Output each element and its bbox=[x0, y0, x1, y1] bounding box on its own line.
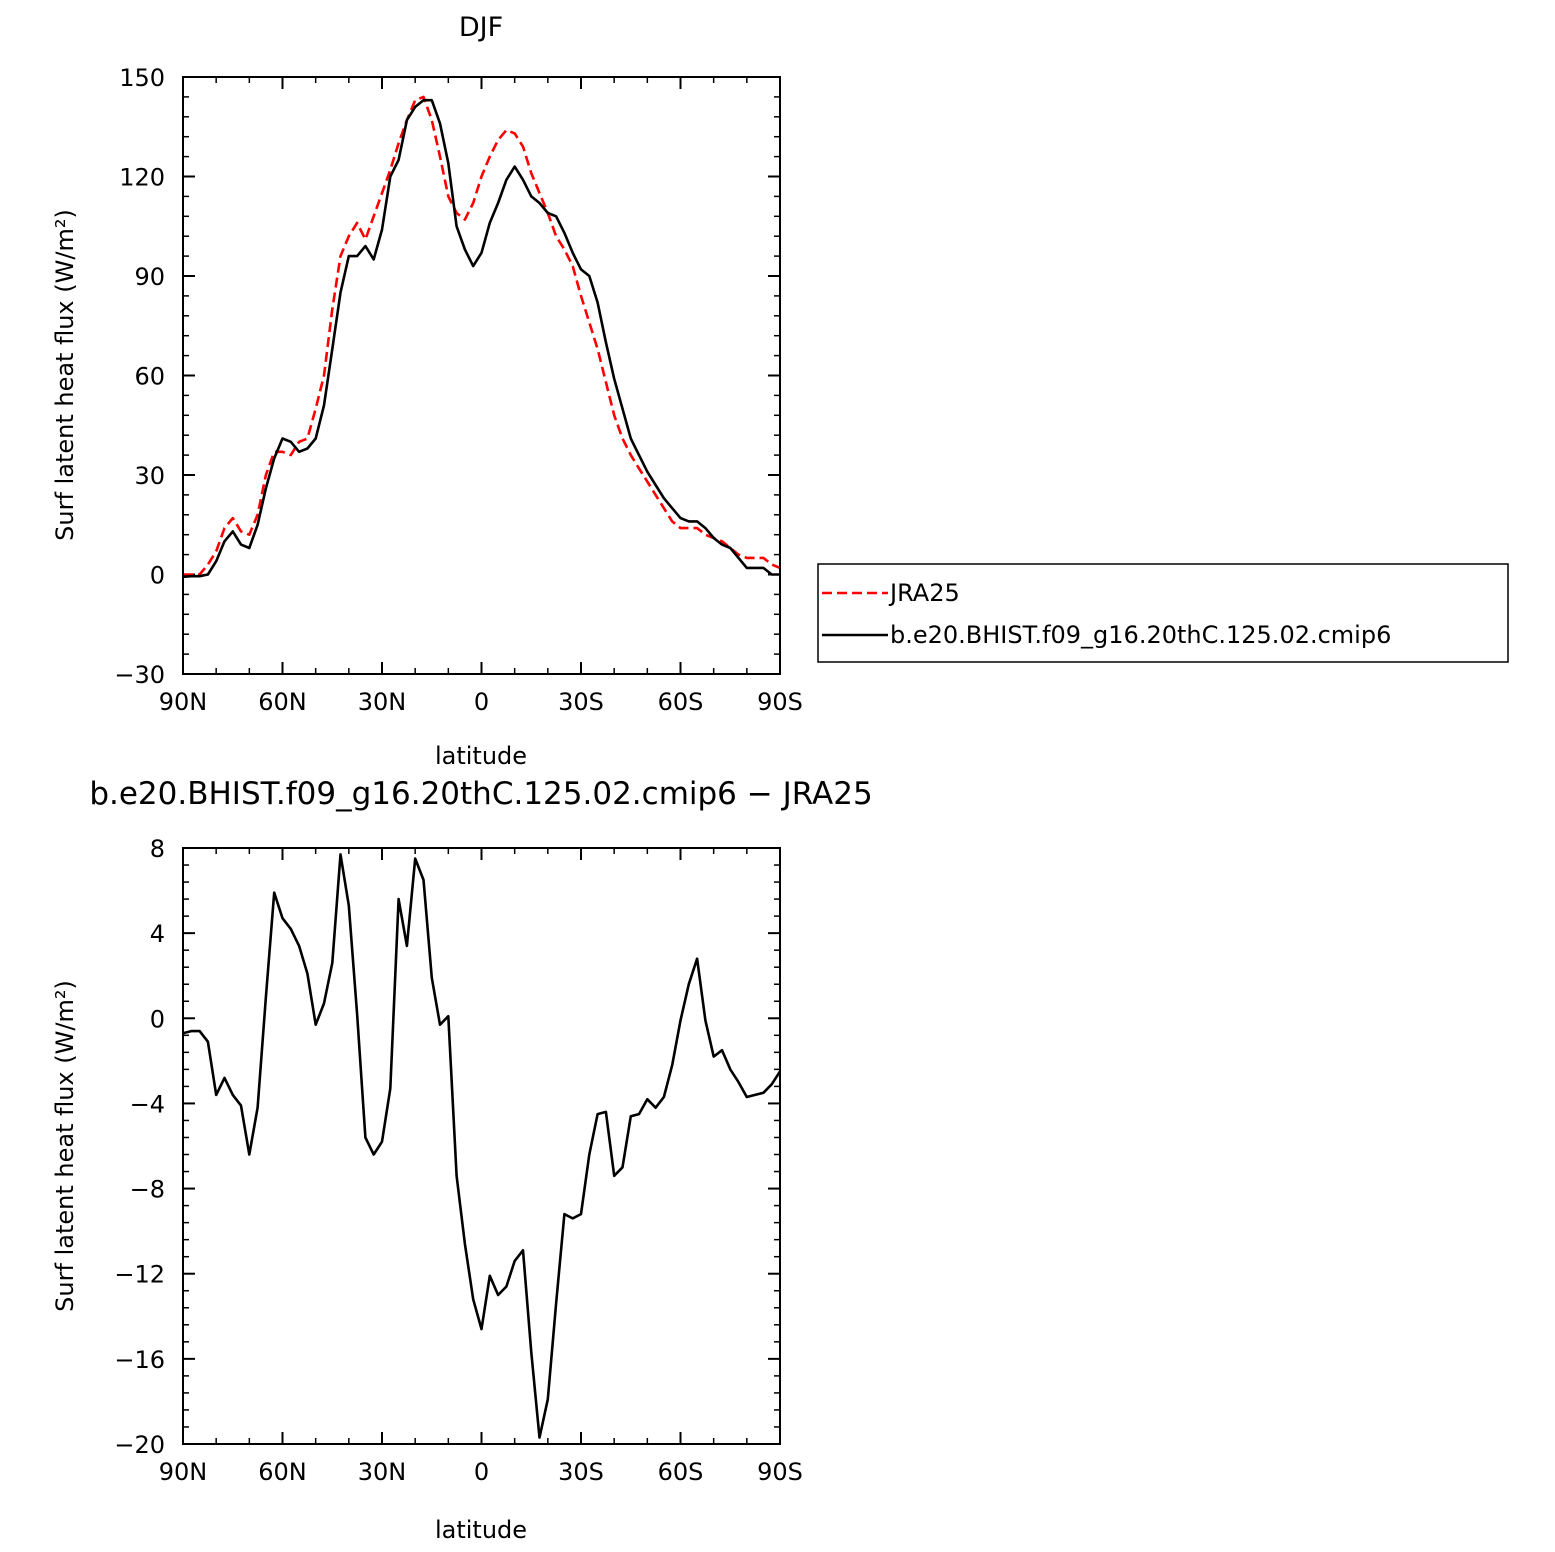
y-tick-label: 30 bbox=[134, 462, 165, 490]
y-tick-label: −8 bbox=[130, 1176, 165, 1204]
y-tick-label: −12 bbox=[114, 1261, 165, 1289]
bottom-panel: b.e20.BHIST.f09_g16.20thC.125.02.cmip6 −… bbox=[51, 776, 873, 1544]
x-tick-label: 30S bbox=[558, 1458, 604, 1486]
x-tick-label: 90N bbox=[159, 688, 208, 716]
x-tick-label: 30N bbox=[358, 688, 407, 716]
y-tick-label: −30 bbox=[114, 661, 165, 689]
x-tick-label: 60N bbox=[258, 688, 307, 716]
y-tick-label: 150 bbox=[119, 64, 165, 92]
top-series-line-1 bbox=[182, 98, 780, 579]
top-y-axis-label: Surf latent heat flux (W/m²) bbox=[51, 209, 79, 541]
bottom-x-axis-label: latitude bbox=[435, 1516, 527, 1544]
x-tick-label: 90S bbox=[757, 1458, 803, 1486]
x-tick-label: 30S bbox=[558, 688, 604, 716]
y-tick-label: −16 bbox=[114, 1346, 165, 1374]
y-tick-label: 120 bbox=[119, 164, 165, 192]
top-series-group bbox=[182, 95, 781, 579]
x-tick-label: 0 bbox=[474, 688, 489, 716]
bottom-series-group bbox=[182, 853, 782, 1439]
y-tick-label: −4 bbox=[130, 1090, 165, 1118]
bottom-y-axis-label: Surf latent heat flux (W/m²) bbox=[51, 980, 79, 1312]
legend-label-model: b.e20.BHIST.f09_g16.20thC.125.02.cmip6 bbox=[890, 621, 1391, 649]
y-tick-label: 90 bbox=[134, 263, 165, 291]
top-series-line-0 bbox=[183, 95, 781, 576]
x-tick-label: 60S bbox=[658, 688, 704, 716]
top-plot-frame bbox=[182, 76, 781, 675]
top-title: DJF bbox=[459, 12, 503, 43]
x-tick-label: 90S bbox=[757, 688, 803, 716]
y-tick-label: 4 bbox=[150, 920, 165, 948]
legend-label-jra25: JRA25 bbox=[888, 579, 960, 607]
bottom-series-line-0 bbox=[182, 853, 782, 1439]
x-tick-label: 60S bbox=[658, 1458, 704, 1486]
top-x-axis-label: latitude bbox=[435, 742, 527, 770]
x-tick-label: 30N bbox=[358, 1458, 407, 1486]
y-tick-label: 0 bbox=[150, 562, 165, 590]
y-tick-label: −20 bbox=[114, 1431, 165, 1459]
legend-box bbox=[817, 563, 1509, 663]
bottom-plot-frame bbox=[182, 847, 781, 1445]
y-tick-label: 60 bbox=[134, 363, 165, 391]
x-tick-label: 0 bbox=[474, 1458, 489, 1486]
y-tick-label: 0 bbox=[150, 1005, 165, 1033]
x-tick-label: 60N bbox=[258, 1458, 307, 1486]
y-tick-label: 8 bbox=[150, 835, 165, 863]
bottom-title: b.e20.BHIST.f09_g16.20thC.125.02.cmip6 −… bbox=[89, 776, 872, 812]
top-axes: −30 0 30 60 90 120 150 90N 60N 30N 0 30S 60S 90S bbox=[114, 64, 803, 716]
legend: JRA25 b.e20.BHIST.f09_g16.20thC.125.02.c… bbox=[817, 563, 1509, 663]
bottom-axes: −20 −16 −12 −8 −4 0 4 8 90N 60N 30N 0 30S 60S 90S bbox=[114, 835, 803, 1486]
x-tick-label: 90N bbox=[159, 1458, 208, 1486]
